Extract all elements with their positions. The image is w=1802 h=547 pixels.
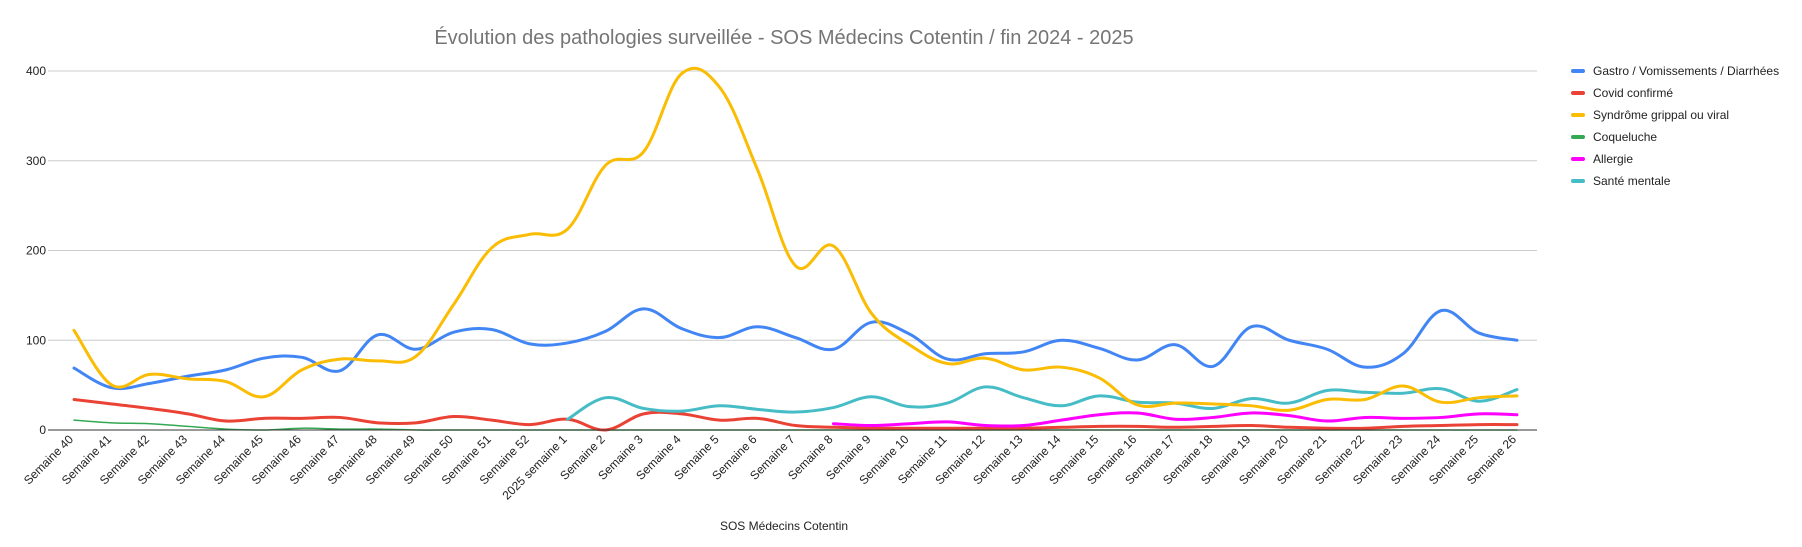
legend-swatch xyxy=(1571,91,1585,95)
legend-label: Allergie xyxy=(1593,152,1633,166)
series-lines xyxy=(72,66,1519,432)
series-line xyxy=(72,397,1519,432)
y-tick-label: 400 xyxy=(26,64,46,78)
x-axis-title: SOS Médecins Cotentin xyxy=(720,519,848,533)
series-line xyxy=(72,66,1519,412)
legend-swatch xyxy=(1571,135,1585,139)
legend-label: Syndrôme grippal ou viral xyxy=(1593,108,1729,122)
legend-swatch xyxy=(1571,179,1585,183)
legend-swatch xyxy=(1571,113,1585,117)
legend-swatch xyxy=(1571,69,1585,73)
y-tick-label: 0 xyxy=(39,423,46,437)
legend-label: Santé mentale xyxy=(1593,174,1671,188)
grid xyxy=(48,70,1537,341)
y-tick-label: 200 xyxy=(26,244,46,258)
legend-label: Covid confirmé xyxy=(1593,86,1673,100)
series-line xyxy=(566,385,1519,421)
legend-label: Coqueluche xyxy=(1593,130,1657,144)
y-tick-label: 100 xyxy=(26,333,46,347)
chart-title: Évolution des pathologies surveillée - S… xyxy=(434,26,1133,49)
series-line xyxy=(72,307,1519,391)
y-tick-label: 300 xyxy=(26,154,46,168)
series-line xyxy=(831,411,1519,428)
legend-label: Gastro / Vomissements / Diarrhées xyxy=(1593,64,1779,78)
legend-swatch xyxy=(1571,157,1585,161)
legend: Gastro / Vomissements / Diarrhées Covid c… xyxy=(1571,64,1779,188)
x-tick-label: 2025 semaine 1 xyxy=(499,432,570,503)
